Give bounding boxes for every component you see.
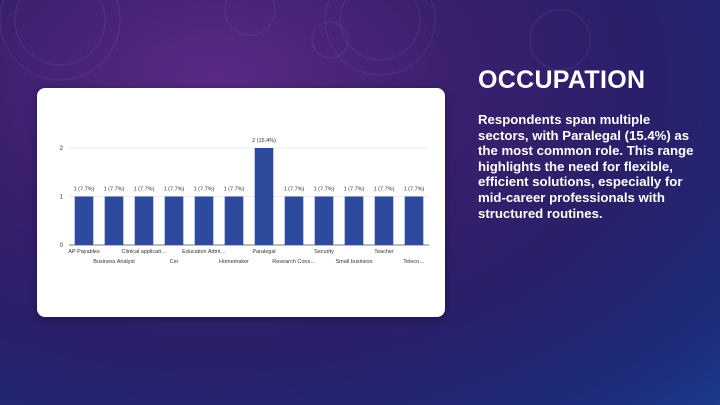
y-tick-label: 0 [60, 243, 64, 249]
bar [314, 196, 334, 245]
x-category-label: Paralegal [252, 249, 275, 255]
bar [374, 196, 394, 245]
x-category-label: Business Analyst [93, 259, 135, 265]
bar [254, 148, 274, 245]
y-tick-label: 1 [60, 195, 64, 201]
slide-body-text: Respondents span multiple sectors, with … [478, 112, 694, 221]
bar [224, 196, 244, 245]
x-category-label: Education Admi… [182, 249, 226, 255]
bar [134, 196, 154, 245]
bar [164, 196, 184, 245]
x-category-label: Small business [336, 259, 373, 265]
x-category-label: AP Payables [68, 249, 100, 255]
bar-data-label: 1 (7.7%) [74, 187, 95, 193]
bar-data-label: 2 (15.4%) [252, 138, 276, 144]
bar [74, 196, 94, 245]
y-tick-label: 2 [60, 146, 64, 152]
x-category-label: Teleco… [403, 259, 424, 265]
bar [194, 196, 214, 245]
bar-data-label: 1 (7.7%) [224, 187, 245, 193]
bar-data-label: 1 (7.7%) [344, 187, 365, 193]
bar [404, 196, 424, 245]
x-category-label: Teacher [374, 249, 394, 255]
x-category-label: Csr [170, 259, 179, 265]
bar-data-label: 1 (7.7%) [134, 187, 155, 193]
x-category-label: Homemaker [219, 259, 249, 265]
bar-data-label: 1 (7.7%) [104, 187, 125, 193]
slide-title: OCCUPATION [478, 66, 646, 94]
bar-data-label: 1 (7.7%) [194, 187, 215, 193]
bar [344, 196, 364, 245]
x-category-label: Clinical applicati… [122, 249, 167, 255]
x-category-label: Security [314, 249, 334, 255]
bar-data-label: 1 (7.7%) [284, 187, 305, 193]
x-category-label: Research Cons… [272, 259, 315, 265]
bar [104, 196, 124, 245]
bar-data-label: 1 (7.7%) [404, 187, 425, 193]
occupation-bar-chart: 0 1 2 1 (7.7%) AP Payables 1 (7.7%) Business A… [60, 138, 429, 265]
bar-data-label: 1 (7.7%) [374, 187, 395, 193]
bar-data-label: 1 (7.7%) [314, 187, 335, 193]
chart-card: 0 1 2 1 (7.7%) AP Payables 1 (7.7%) Business A… [37, 88, 445, 317]
bar [284, 196, 304, 245]
bar-data-label: 1 (7.7%) [164, 187, 185, 193]
